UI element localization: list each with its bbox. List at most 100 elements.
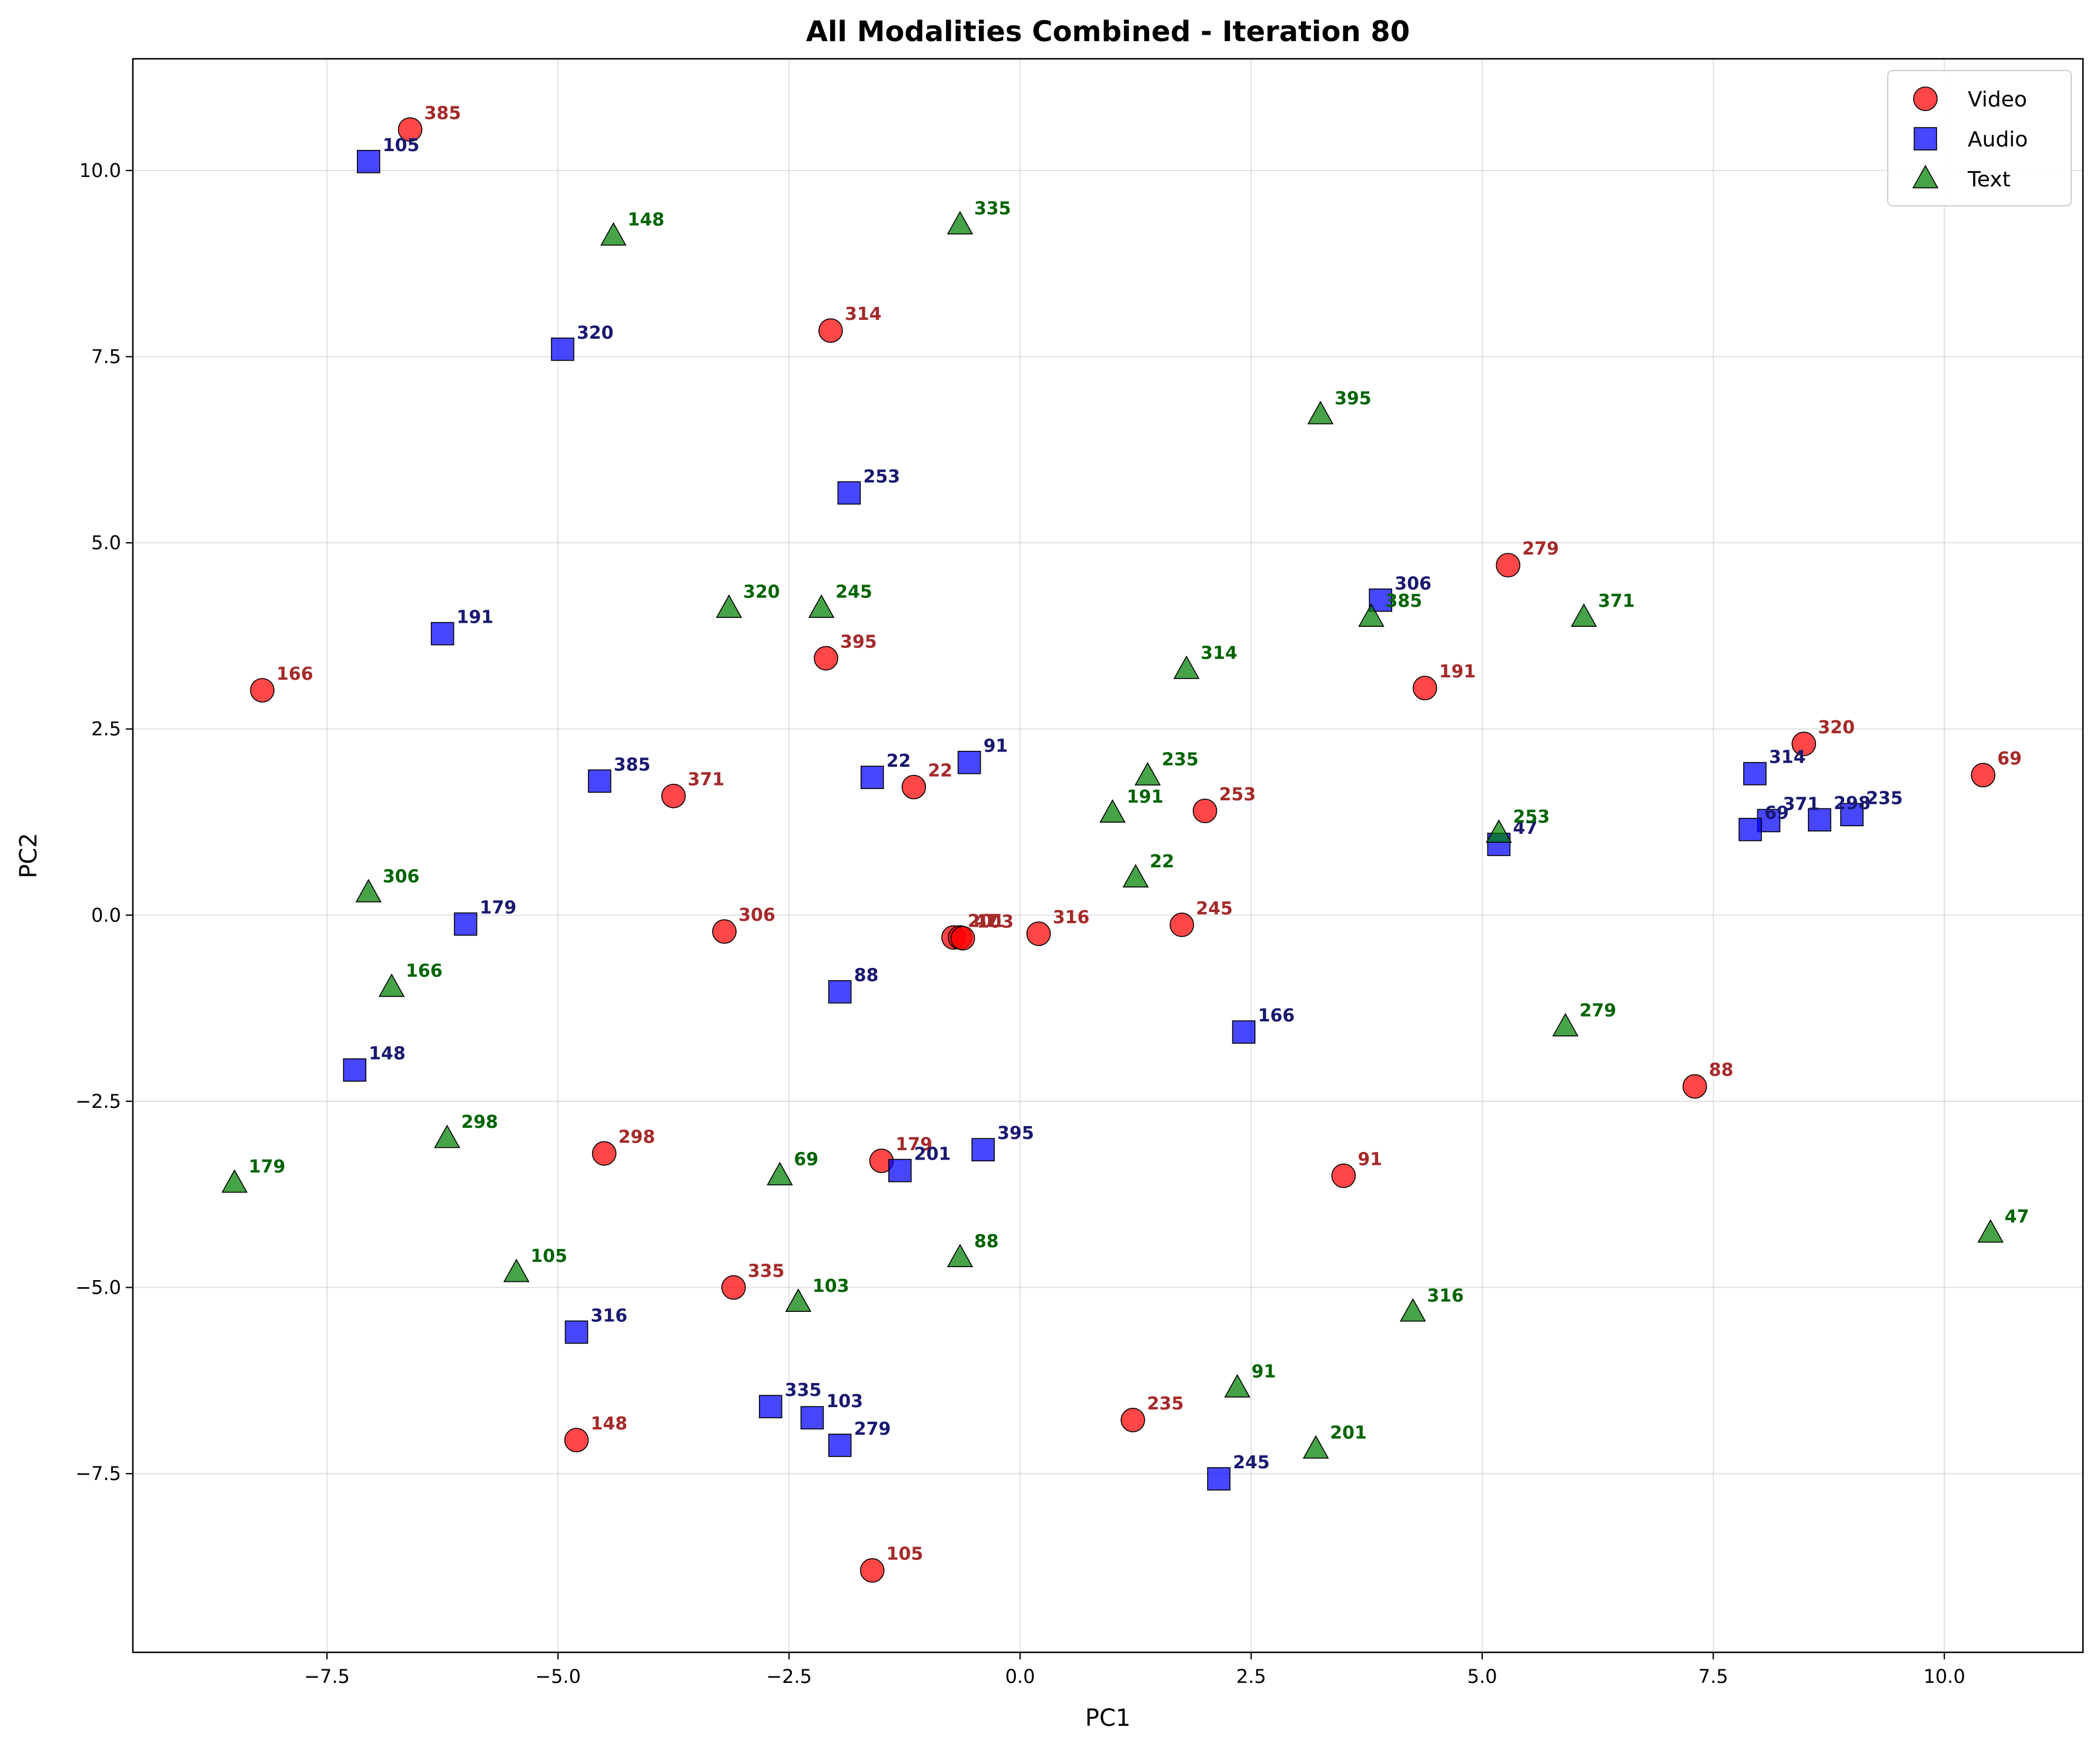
text-point (1358, 603, 1385, 627)
audio-point (1232, 1020, 1256, 1044)
text-point-label: 335 (974, 198, 1011, 219)
video-point-label: 371 (688, 770, 725, 790)
text-point-label: 148 (627, 209, 664, 230)
video-point-label: 88 (1709, 1060, 1734, 1081)
audio-point-label: 316 (591, 1305, 628, 1326)
audio-point (454, 912, 477, 936)
video-point-label: 201 (968, 911, 1005, 931)
text-point (1486, 819, 1512, 843)
legend-audio-marker (1914, 127, 1937, 151)
video-point-label: 148 (591, 1414, 628, 1434)
audio-point (1743, 761, 1767, 786)
text-point (503, 1258, 530, 1282)
video-point-label: 253 (1219, 784, 1256, 805)
video-point-label: 314 (845, 304, 882, 325)
video-point-label: 91 (1357, 1150, 1382, 1170)
video-point (814, 646, 838, 671)
text-point-label: 103 (812, 1276, 850, 1297)
video-point (950, 926, 975, 951)
audio-point (1840, 803, 1864, 827)
audio-point-label: 22 (887, 751, 911, 771)
audio-point (758, 1395, 783, 1418)
y-tick-label: 0.0 (91, 904, 121, 926)
text-point (355, 878, 382, 903)
text-point-label: 191 (1126, 787, 1163, 807)
video-point-label: 235 (1147, 1394, 1184, 1414)
x-axis-title: PC1 (1085, 1705, 1131, 1732)
x-tick-label: 7.5 (1698, 1665, 1728, 1688)
audio-point (837, 481, 861, 505)
video-point-label: 47 (974, 911, 999, 931)
text-point-label: 88 (974, 1231, 999, 1252)
y-tick-label: 5.0 (91, 532, 121, 554)
x-tick-label: 2.5 (1236, 1665, 1266, 1688)
y-tick-label: −7.5 (75, 1462, 121, 1485)
y-tick-label: 7.5 (91, 346, 121, 368)
text-point-label: 105 (530, 1246, 567, 1267)
text-point-label: 316 (1427, 1285, 1464, 1306)
audio-point-label: 191 (457, 607, 494, 628)
video-point (1971, 763, 1996, 788)
text-point (1099, 799, 1126, 823)
x-tick-label: −7.5 (304, 1665, 350, 1688)
audio-point-label: 395 (997, 1123, 1034, 1144)
legend-text-marker (1912, 165, 1939, 189)
legend-video-marker (1913, 86, 1938, 111)
audio-point (1207, 1467, 1230, 1491)
text-point (1400, 1298, 1426, 1322)
text-point (1173, 655, 1200, 679)
video-point (721, 1275, 746, 1300)
text-point-label: 201 (1330, 1422, 1367, 1443)
text-point (1570, 603, 1597, 627)
video-point (1331, 1163, 1356, 1188)
video-point-label: 316 (1053, 907, 1090, 928)
audio-point (800, 1406, 824, 1429)
audio-point (971, 1138, 995, 1162)
text-point (1302, 1435, 1329, 1459)
audio-point-label: 298 (1834, 793, 1871, 814)
video-point-label: 320 (1818, 717, 1855, 738)
text-point (1977, 1219, 2004, 1243)
video-point (712, 919, 737, 944)
text-point-label: 298 (461, 1112, 498, 1133)
audio-point (430, 622, 454, 646)
y-tick-label: −2.5 (75, 1090, 121, 1113)
audio-point (357, 149, 380, 173)
video-point (860, 1558, 885, 1583)
text-point-label: 371 (1598, 591, 1635, 612)
audio-point-label: 371 (1783, 794, 1820, 814)
text-point-label: 22 (1150, 851, 1175, 872)
text-point (378, 973, 405, 997)
audio-point (860, 766, 884, 789)
data-points (221, 117, 2004, 1583)
audio-point-label: 47 (1513, 818, 1537, 839)
video-point (661, 783, 686, 809)
audio-point (1808, 808, 1831, 832)
video-point (591, 1141, 617, 1166)
audio-point-label: 235 (1866, 788, 1903, 809)
video-point-label: 69 (1997, 749, 2022, 769)
text-point (221, 1169, 248, 1193)
audio-point-label: 320 (577, 323, 614, 343)
text-point (715, 594, 743, 618)
video-point (1026, 921, 1051, 946)
video-point-label: 166 (276, 664, 313, 684)
audio-point-label: 69 (1764, 803, 1789, 824)
text-point-label: 320 (743, 582, 780, 603)
audio-point-label: 245 (1233, 1452, 1270, 1473)
audio-point (1738, 817, 1762, 841)
x-tick-label: 10.0 (1924, 1665, 1965, 1688)
text-point-label: 91 (1252, 1361, 1276, 1382)
video-point (1496, 553, 1520, 577)
y-tick-label: 2.5 (91, 718, 121, 740)
text-point (434, 1124, 460, 1148)
audio-point-label: 179 (480, 898, 517, 918)
text-point-label: 69 (794, 1150, 818, 1170)
video-point-label: 103 (977, 912, 1014, 933)
audio-point-label: 335 (785, 1380, 822, 1401)
video-point (1791, 731, 1817, 756)
text-point (767, 1161, 793, 1185)
video-point-label: 395 (840, 632, 877, 652)
audio-point (551, 338, 574, 361)
video-point (564, 1428, 589, 1452)
